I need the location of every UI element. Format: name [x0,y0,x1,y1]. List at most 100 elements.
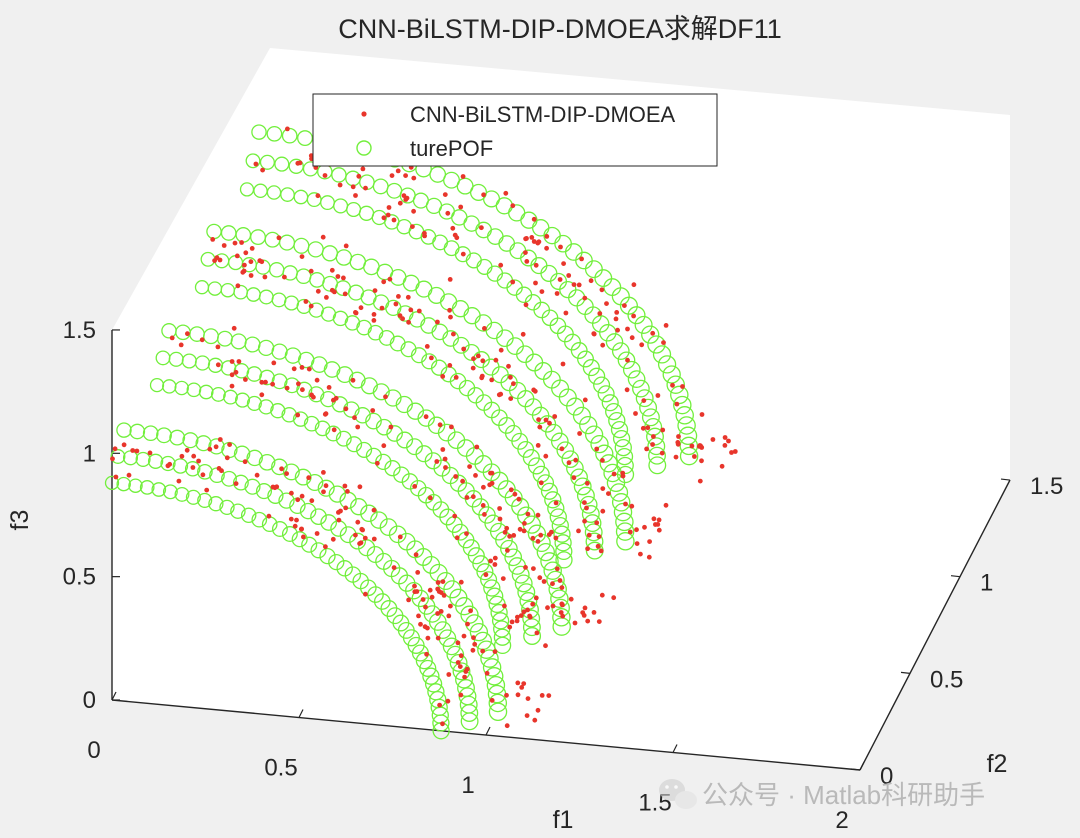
pred-point [176,478,182,484]
pred-point [600,342,606,348]
pof-point [367,324,384,341]
pof-point [646,427,664,446]
pof-point [677,416,696,435]
pred-point [440,374,446,379]
pred-point [511,381,516,387]
pred-point [498,262,504,268]
x-tick-mark [111,691,117,701]
pred-point [676,434,681,439]
pof-point [486,675,506,695]
pred-point [504,692,509,698]
pof-point [584,425,604,444]
pof-point [348,371,366,389]
pof-point [149,377,165,393]
pof-point [641,408,660,427]
pred-point [357,541,362,546]
pof-point [590,434,609,454]
pred-point [217,437,223,442]
pred-point [510,279,516,285]
pred-point [531,239,537,244]
pred-point [594,446,600,452]
pred-point [623,501,628,507]
pred-point [450,225,456,231]
pred-point [385,212,391,218]
pred-point [397,313,403,318]
pred-point [535,240,541,246]
pred-point [235,283,241,289]
series-turePOF [104,124,699,740]
pred-point [689,443,695,449]
legend-label-series-1: CNN-BiLSTM-DIP-DMOEA [410,102,676,127]
pred-point [604,301,609,306]
pred-point [549,529,554,535]
pred-point [512,491,518,497]
pred-point [596,534,602,539]
pof-point [523,627,542,645]
pred-point [633,411,638,416]
pof-point [393,466,410,483]
pred-point [416,308,422,314]
pred-point [320,234,326,240]
pof-point [259,369,275,386]
pred-point [308,268,314,274]
pof-point [504,548,523,567]
pred-point [645,425,651,431]
pred-point [300,387,305,393]
pof-point [317,479,335,497]
pof-point [208,438,225,455]
pof-point [379,518,398,536]
pred-point [276,235,282,241]
pred-point [455,660,461,665]
pred-point [427,587,433,593]
pof-point [522,618,541,637]
pred-point [535,707,541,713]
pred-point [523,236,528,242]
pred-point [169,335,175,341]
pof-point [561,450,580,469]
pred-point [446,613,452,619]
pred-point [270,381,275,387]
pof-point [550,589,569,608]
pred-point [458,653,464,659]
pof-point [415,445,433,463]
pred-point [675,440,681,445]
pred-point [253,161,259,167]
pred-point [625,326,630,332]
pred-point [397,534,403,540]
pred-point [479,225,484,231]
pred-point [284,385,290,391]
pof-point [310,542,327,559]
pred-point [467,464,472,469]
pred-point [464,495,470,500]
pred-point [322,173,328,178]
pof-point [614,438,632,457]
pof-point [540,552,559,571]
pred-point [726,438,731,444]
pof-point [577,350,594,368]
pred-point [515,692,521,698]
pred-point [322,411,328,417]
pred-point [489,377,495,383]
pred-point [627,529,633,535]
pred-point [470,647,476,653]
pof-point [579,415,598,435]
pred-point [510,203,516,209]
legend-marker-dot [361,111,367,117]
pred-point [395,168,401,174]
pof-point [490,603,508,622]
pof-point [611,493,631,512]
pof-point [556,441,575,460]
pred-point [342,483,348,489]
pred-point [147,450,153,456]
pred-point [329,267,335,273]
pof-point [297,130,313,147]
pred-point [391,217,397,223]
pred-point [356,173,362,179]
pof-point [244,478,261,495]
pred-point [531,566,536,571]
pred-point [204,487,210,493]
pred-point [416,613,421,619]
pof-point [670,385,689,405]
pred-point [371,507,377,513]
pred-point [345,489,350,494]
